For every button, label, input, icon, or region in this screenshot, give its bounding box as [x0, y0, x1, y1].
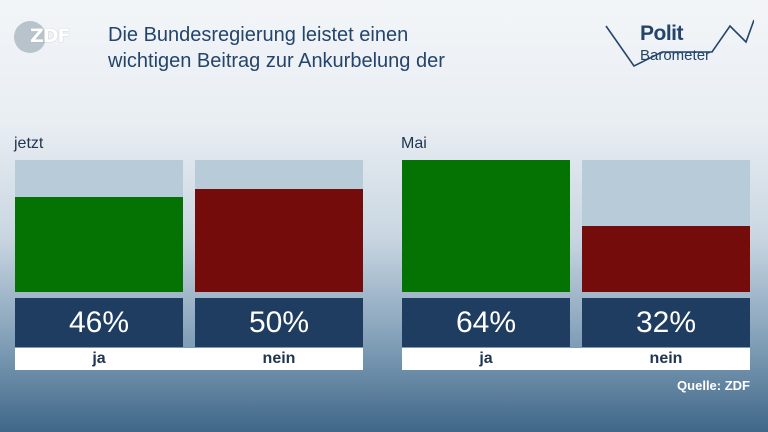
- bar-mai-ja: [402, 160, 570, 292]
- value-label-jetzt-nein: 50%: [195, 298, 363, 347]
- zdf-logo-text: ZDF: [30, 25, 71, 47]
- bar-track-mai-nein: [582, 160, 750, 292]
- bar-mai-nein: [582, 226, 750, 292]
- zdf-logo: ZDF: [14, 21, 80, 53]
- category-label-jetzt-ja: ja: [92, 350, 106, 367]
- group-label-jetzt: jetzt: [14, 135, 44, 152]
- category-label-jetzt-nein: nein: [262, 350, 296, 367]
- zdf-logo-disc: [14, 21, 46, 53]
- group-label-mai: Mai: [401, 135, 427, 152]
- category-label-mai-ja: ja: [479, 350, 493, 367]
- politbarometer-zigzag-line: [605, 19, 754, 68]
- bar-jetzt-nein: [195, 188, 363, 292]
- value-label-mai-ja: 64%: [402, 298, 570, 347]
- bar-track-jetzt-ja: [15, 160, 183, 292]
- value-label-jetzt-ja: 46%: [15, 298, 183, 347]
- politbarometer-logo-graphic: [605, 19, 754, 68]
- category-strip-jetzt: [15, 348, 363, 370]
- category-strip-mai: [402, 348, 750, 370]
- bar-track-jetzt-nein: [195, 160, 363, 292]
- value-label-mai-nein: 32%: [582, 298, 750, 347]
- source-note: Quelle: ZDF: [677, 378, 750, 393]
- bar-track-mai-ja: [402, 160, 570, 292]
- bar-jetzt-ja: [15, 197, 183, 292]
- politbarometer-logo-line1: Polit: [640, 22, 684, 45]
- category-label-mai-nein: nein: [649, 350, 683, 367]
- chart-title: Die Bundesregierung leistet einen wichti…: [108, 24, 445, 72]
- politbarometer-logo-line2: Barometer: [640, 47, 711, 64]
